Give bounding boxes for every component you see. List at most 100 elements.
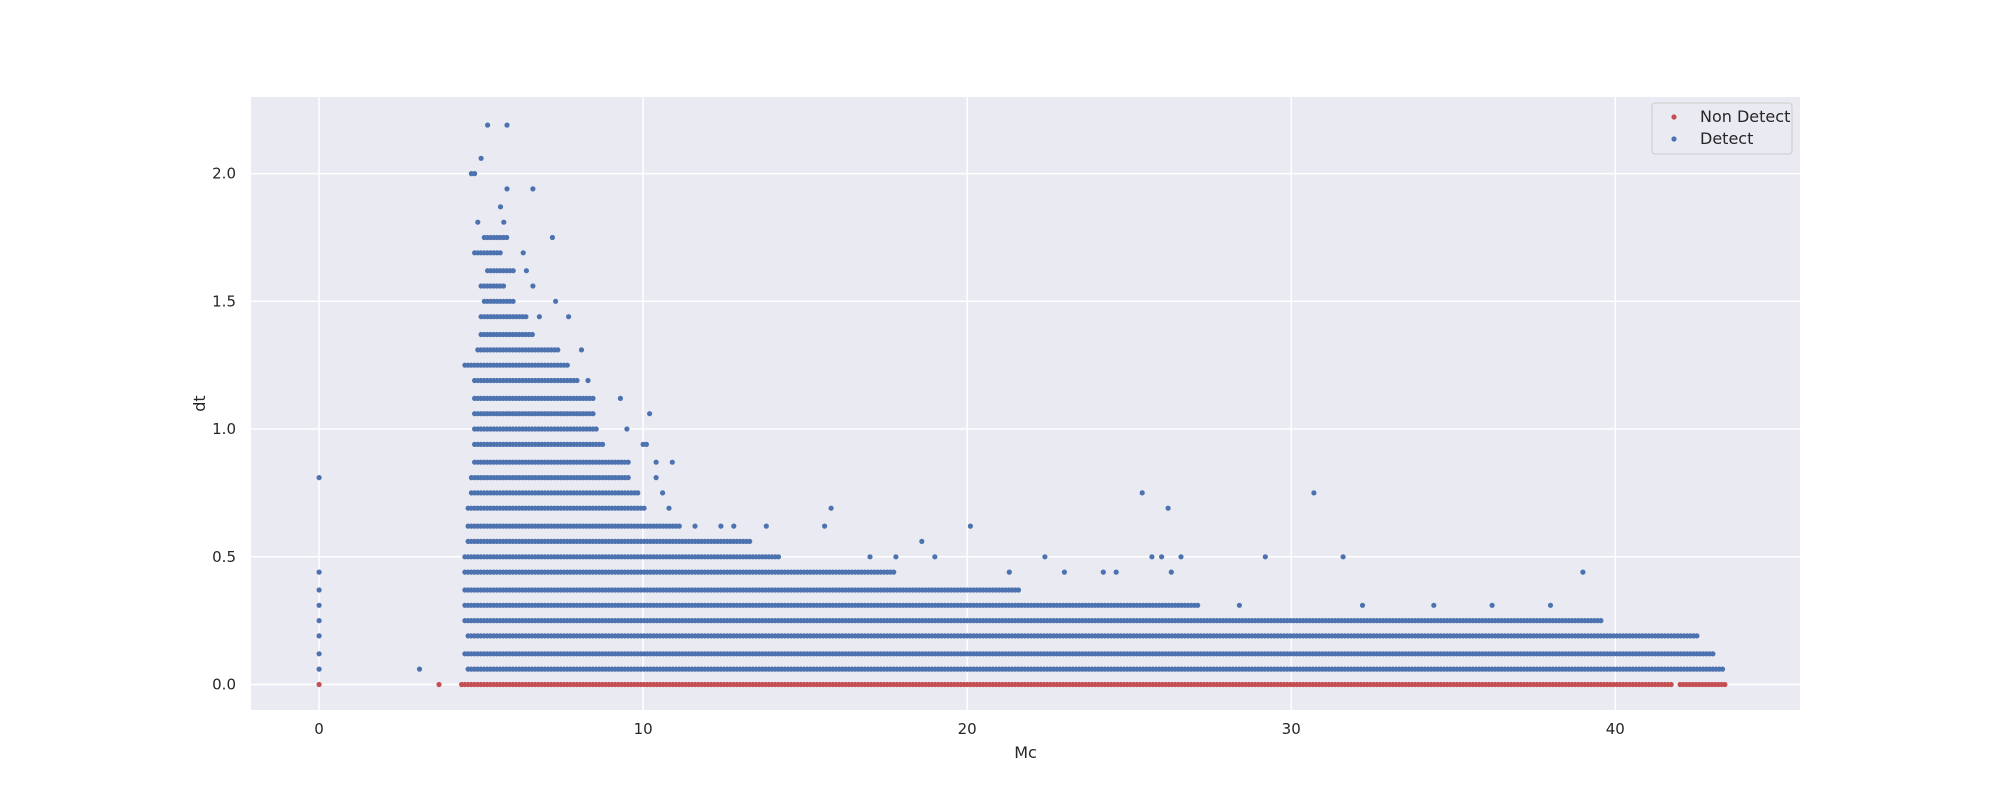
data-point xyxy=(653,475,659,481)
data-point xyxy=(731,523,737,529)
data-point xyxy=(1580,569,1586,575)
data-point xyxy=(585,377,591,384)
x-tick-label: 40 xyxy=(1606,720,1625,738)
data-point xyxy=(1236,602,1242,608)
y-tick-label: 0.5 xyxy=(212,548,236,566)
data-point xyxy=(1694,633,1700,639)
data-point xyxy=(1431,602,1437,608)
data-point xyxy=(625,475,631,481)
data-point xyxy=(643,441,650,447)
data-point xyxy=(775,554,782,560)
data-point xyxy=(316,602,322,608)
data-point xyxy=(530,186,536,192)
data-point xyxy=(647,411,653,417)
data-point xyxy=(1719,666,1726,672)
data-point xyxy=(316,475,322,481)
data-point xyxy=(578,347,585,353)
data-point xyxy=(1340,554,1346,560)
data-point xyxy=(316,651,322,657)
data-point xyxy=(523,314,529,320)
data-point xyxy=(1100,569,1106,575)
data-point xyxy=(1149,554,1155,560)
data-point xyxy=(600,441,606,447)
data-point xyxy=(1598,618,1604,624)
data-point xyxy=(676,523,682,529)
data-point xyxy=(1311,490,1317,496)
data-point xyxy=(828,505,834,511)
legend-marker-detect xyxy=(1671,136,1677,142)
data-point xyxy=(504,186,510,192)
data-point xyxy=(566,314,572,320)
data-point xyxy=(316,681,322,688)
data-point xyxy=(1015,587,1022,593)
data-point xyxy=(501,219,507,225)
data-point xyxy=(617,395,624,401)
data-point xyxy=(932,554,938,560)
x-tick-label: 20 xyxy=(958,720,977,738)
data-point xyxy=(1262,554,1268,560)
data-point xyxy=(1061,569,1067,575)
data-point xyxy=(574,377,580,384)
data-point xyxy=(893,554,899,560)
x-tick-label: 10 xyxy=(634,720,653,738)
data-point xyxy=(523,268,530,274)
data-point xyxy=(919,538,925,545)
data-point xyxy=(624,426,630,432)
data-point xyxy=(590,395,596,401)
data-point xyxy=(590,411,596,417)
data-point xyxy=(1006,569,1012,575)
legend-box xyxy=(1651,102,1793,155)
data-point xyxy=(641,505,647,511)
data-points xyxy=(316,122,1728,688)
data-point xyxy=(1668,681,1674,688)
y-tick-label: 1.5 xyxy=(212,292,236,310)
data-point xyxy=(718,523,724,529)
data-point xyxy=(530,283,536,289)
data-point xyxy=(660,490,666,496)
data-point xyxy=(1178,554,1184,560)
y-tick-label: 2.0 xyxy=(212,165,236,183)
data-point xyxy=(536,314,543,320)
data-point xyxy=(553,298,559,304)
y-axis-label: dt xyxy=(190,395,209,411)
data-point xyxy=(1165,505,1171,511)
x-tick-label: 30 xyxy=(1282,720,1301,738)
data-point xyxy=(529,331,535,338)
data-point xyxy=(1168,569,1174,575)
data-point xyxy=(1159,554,1165,560)
data-point xyxy=(1113,569,1119,575)
data-point xyxy=(1710,651,1716,657)
axis-ticks: 0 10 20 30 40 0.0 0.5 1.0 1.5 2.0 xyxy=(212,165,1625,738)
data-point xyxy=(316,666,322,672)
x-axis-label: Mc xyxy=(1014,743,1037,762)
data-point xyxy=(497,204,504,210)
data-point xyxy=(316,633,322,639)
data-point xyxy=(822,523,828,529)
data-point xyxy=(1547,602,1554,608)
data-point xyxy=(520,250,526,256)
data-point xyxy=(316,587,322,593)
legend-marker-non-detect xyxy=(1671,114,1677,120)
data-point xyxy=(625,459,631,465)
data-point xyxy=(475,219,481,225)
data-point xyxy=(436,681,442,688)
data-point xyxy=(1722,681,1728,688)
data-point xyxy=(763,523,769,529)
data-point xyxy=(497,250,503,256)
data-point xyxy=(867,554,873,560)
series-detect xyxy=(316,122,1726,672)
data-point xyxy=(416,666,423,672)
data-point xyxy=(891,569,897,575)
data-point xyxy=(747,538,753,545)
data-point xyxy=(472,171,478,177)
data-point xyxy=(635,490,641,496)
data-point xyxy=(485,122,491,128)
plot-area xyxy=(251,97,1800,710)
data-point xyxy=(555,347,561,353)
y-tick-label: 0.0 xyxy=(212,675,236,693)
data-point xyxy=(316,569,322,575)
data-point xyxy=(653,459,659,465)
data-point xyxy=(666,505,672,511)
